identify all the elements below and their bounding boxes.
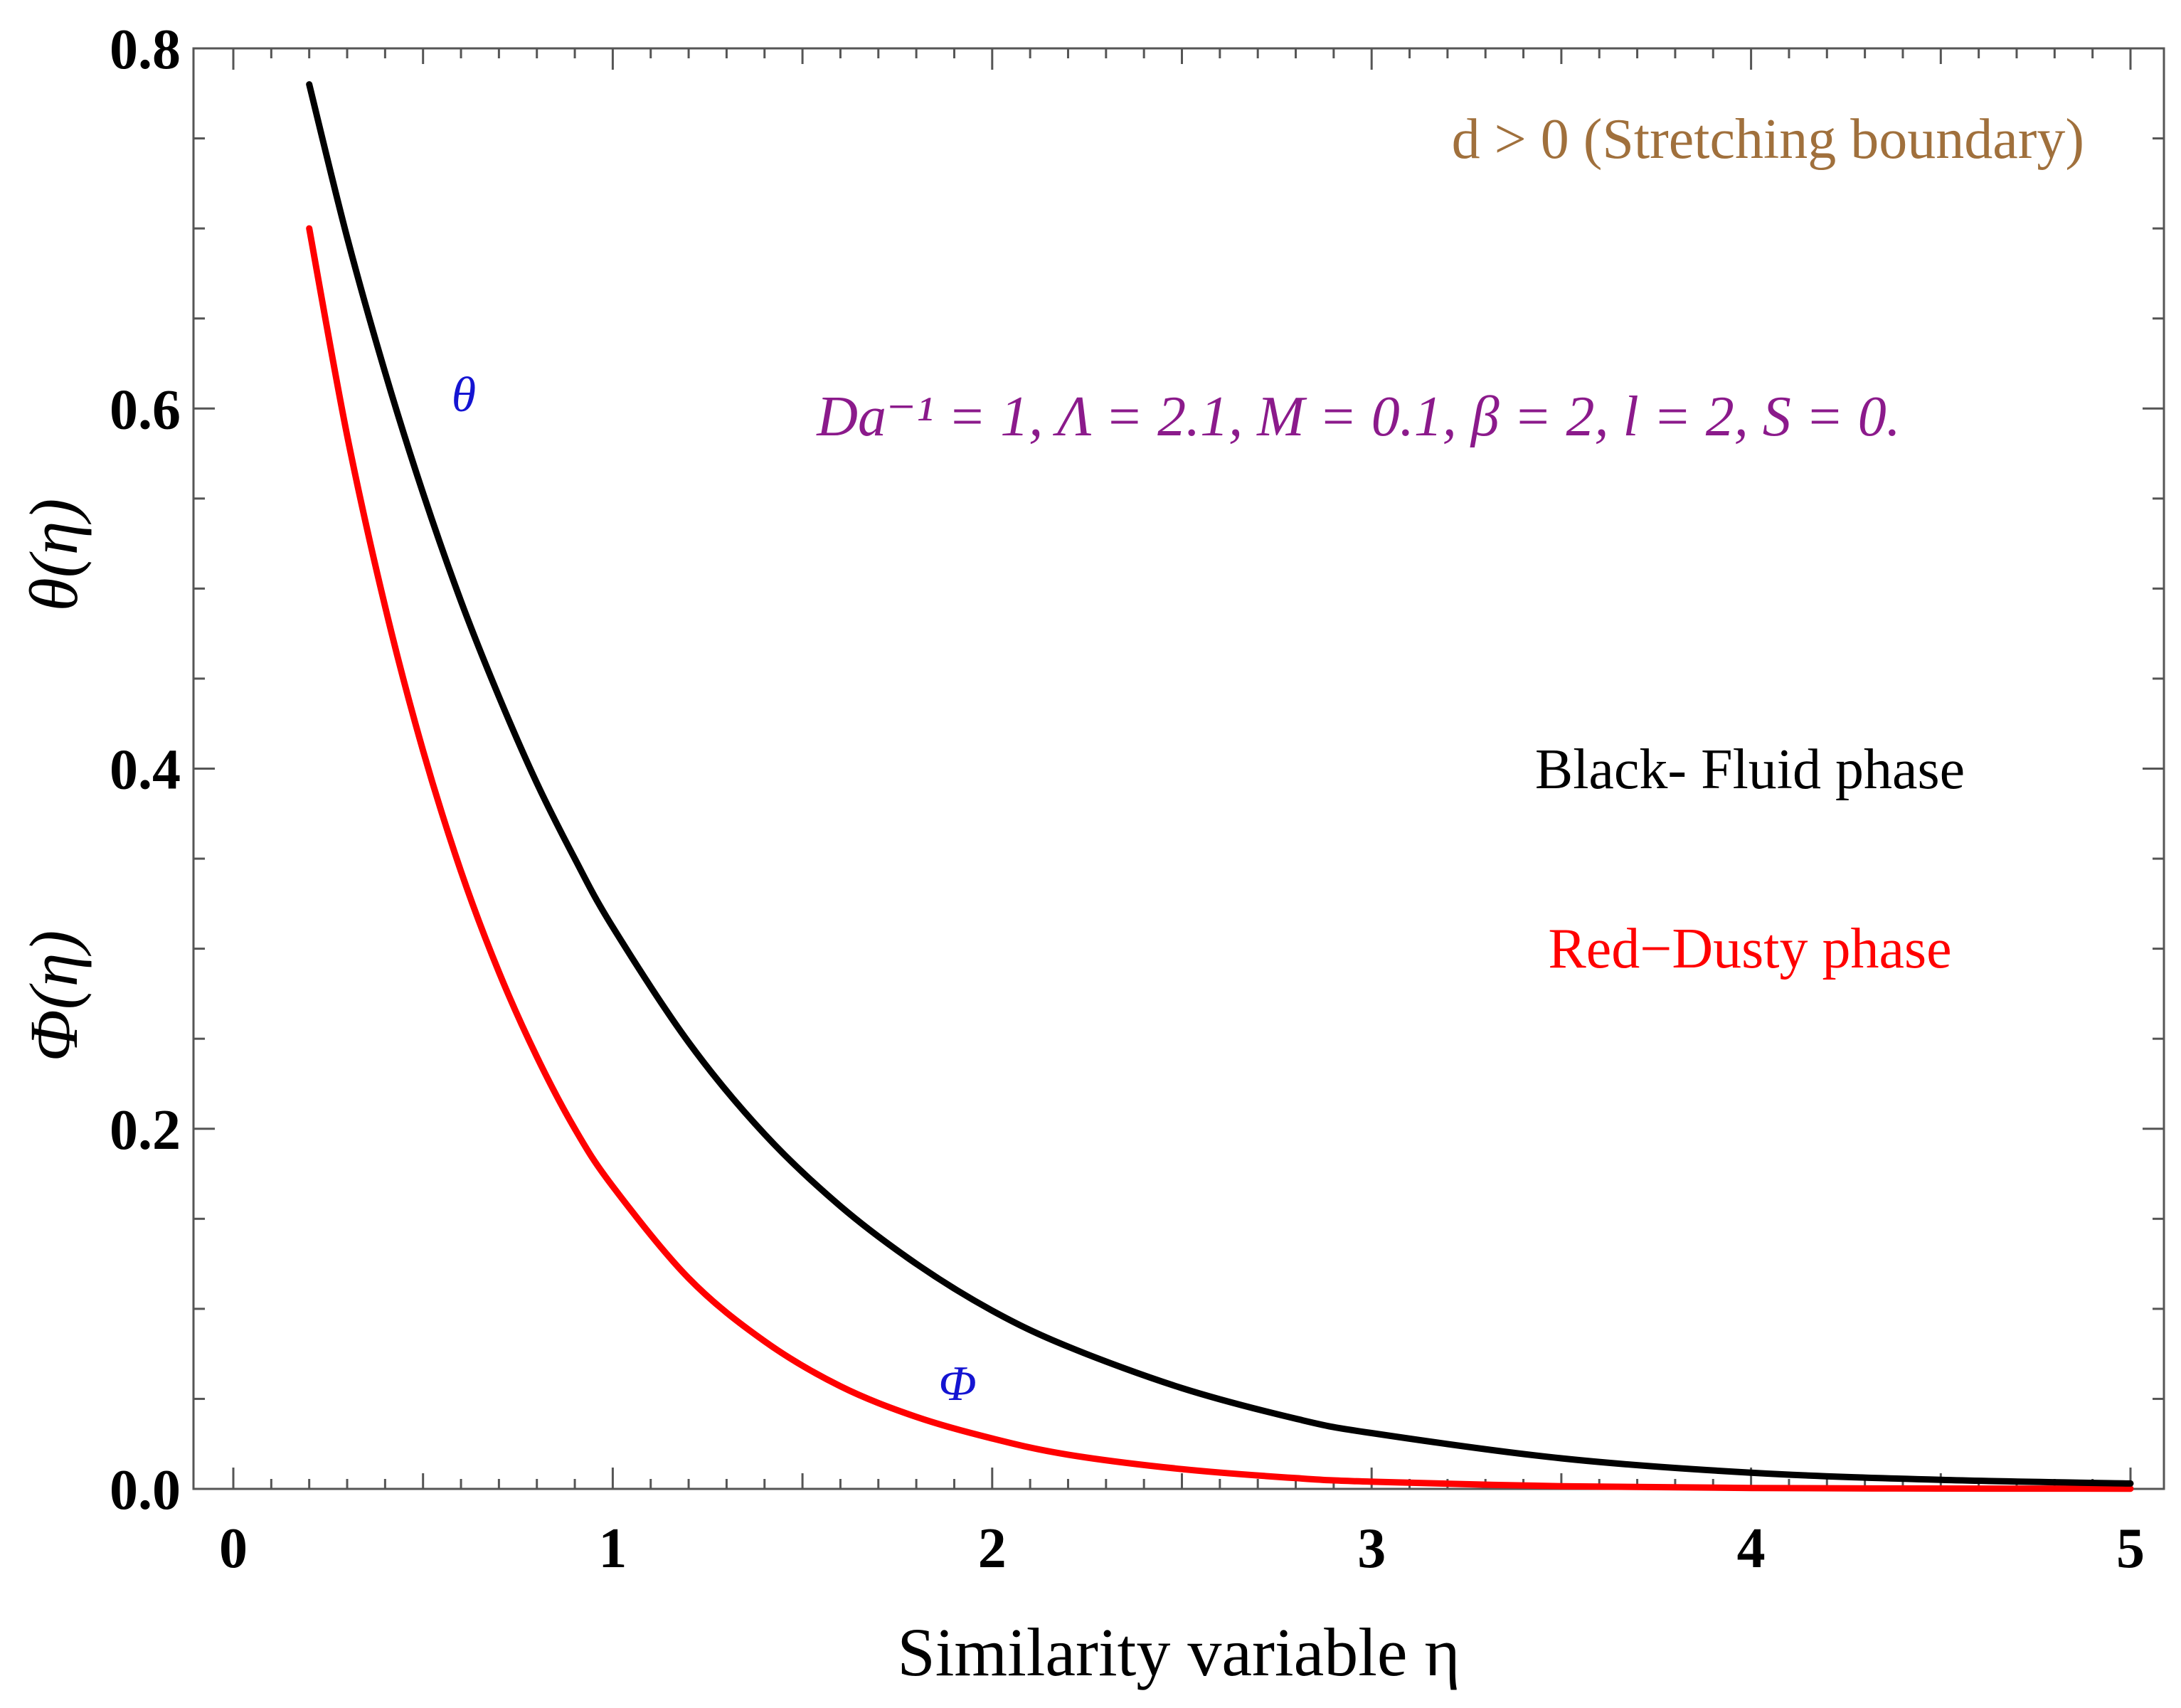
- x-tick-label: 0: [219, 1517, 248, 1580]
- theta-curve-label: θ: [452, 368, 476, 423]
- x-tick-label: 3: [1357, 1517, 1386, 1580]
- x-tick-label: 4: [1737, 1517, 1766, 1580]
- x-tick-label: 1: [598, 1517, 627, 1580]
- y-tick-label: 0.2: [110, 1099, 181, 1162]
- legend-dusty-phase: Red−Dusty phase: [1548, 918, 1951, 980]
- y-axis-label-theta: θ(η): [16, 499, 92, 612]
- curves: [306, 81, 2134, 1492]
- y-tick-label: 0.6: [110, 378, 181, 441]
- y-axis-label-phi: Φ(η): [16, 930, 92, 1062]
- y-tick-label: 0.0: [110, 1459, 181, 1522]
- x-axis-label: Similarity variable η: [897, 1614, 1460, 1690]
- phi-curve-label: Φ: [938, 1357, 976, 1411]
- y-tick-label: 0.4: [110, 739, 181, 802]
- condition-annotation: d > 0 (Stretching boundary): [1452, 108, 2084, 171]
- theta-fluid-curve: [306, 81, 2134, 1487]
- tick-labels: 0 1 2 3 4 5 0.0 0.2 0.4 0.6 0.8: [110, 18, 2145, 1580]
- phi-dusty-curve: [306, 225, 2134, 1492]
- y-tick-label: 0.8: [110, 18, 181, 81]
- legend-fluid-phase: Black- Fluid phase: [1535, 738, 1965, 801]
- x-tick-label: 5: [2116, 1517, 2145, 1580]
- x-tick-label: 2: [978, 1517, 1007, 1580]
- parameters-annotation: Da⁻¹ = 1, Λ = 2.1, M = 0.1, β = 2, l = 2…: [816, 386, 1900, 448]
